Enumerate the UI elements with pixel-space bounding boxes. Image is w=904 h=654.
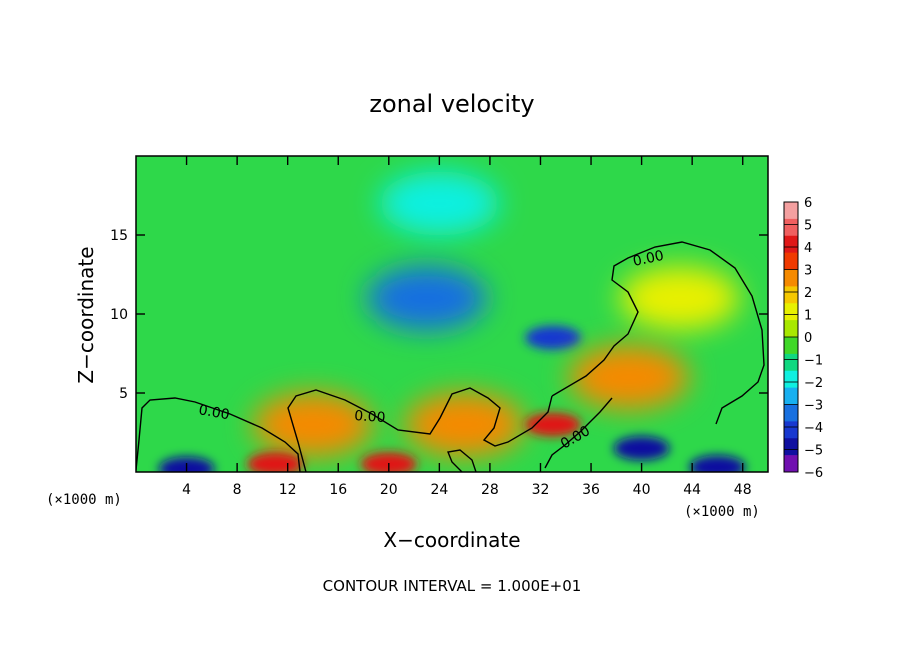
velocity-feature (366, 266, 487, 331)
x-tick-label: 24 (430, 482, 448, 498)
colorbar-tick-label: 4 (804, 241, 812, 256)
colorbar: 6 5 4 3 2 1 0 −1 −2 −3 −4 −5 −6 (783, 196, 823, 481)
x-unit-right: (×1000 m) (684, 504, 760, 520)
colorbar-swatch (784, 455, 798, 473)
colorbar-swatch (784, 269, 798, 287)
plot-area: 0.00 0.00 0.00 0.00 (136, 156, 768, 472)
colorbar-swatch (784, 421, 798, 439)
contour-label: 0.00 (354, 408, 386, 426)
x-tick-label: 36 (582, 482, 600, 498)
x-axis: 4 8 12 16 20 24 28 32 36 40 44 48 (182, 156, 752, 498)
colorbar-swatch (784, 353, 798, 372)
contour-line-middle (287, 387, 553, 472)
colorbar-swatch (784, 337, 798, 355)
colorbar-swatch (784, 320, 798, 338)
contour-line-right (551, 241, 765, 425)
x-tick-label: 40 (633, 482, 651, 498)
y-axis-title: Z−coordinate (74, 246, 98, 383)
x-tick-label: 32 (532, 482, 550, 498)
velocity-feature (613, 436, 670, 461)
contour-label: 0.00 (632, 248, 666, 270)
velocity-feature (379, 171, 500, 236)
x-tick-label: 8 (233, 482, 242, 498)
velocity-feature (252, 392, 373, 457)
contour-line-bottom-left (447, 449, 477, 472)
colorbar-swatch (784, 202, 798, 220)
x-tick-label: 4 (182, 482, 191, 498)
velocity-feature (619, 266, 740, 331)
colorbar-tick-label: −1 (804, 354, 823, 369)
x-tick-label: 28 (481, 482, 499, 498)
colorbar-tick-label: 6 (804, 196, 812, 211)
colorbar-swatch (784, 404, 798, 422)
colorbar-tick-label: 3 (804, 264, 812, 279)
x-tick-label: 48 (734, 482, 752, 498)
colorbar-tick-label: −3 (804, 399, 823, 414)
chart-title: zonal velocity (369, 90, 534, 118)
contour-line-left (136, 397, 301, 472)
velocity-feature (525, 325, 582, 350)
colorbar-swatch (784, 286, 798, 304)
colorbar-swatch (784, 438, 798, 456)
contour-interval-note: CONTOUR INTERVAL = 1.000E+01 (323, 577, 582, 595)
colorbar-tick-label: −4 (804, 421, 823, 436)
y-tick-label: 5 (119, 386, 128, 402)
colorbar-tick-label: 5 (804, 219, 812, 234)
contour-lines (136, 241, 765, 472)
colorbar-tick-label: 1 (804, 309, 812, 324)
colorbar-tick-label: −6 (804, 466, 823, 481)
x-tick-label: 44 (683, 482, 701, 498)
x-tick-label: 16 (329, 482, 347, 498)
colorbar-swatch (784, 370, 798, 389)
colorbar-swatch (784, 303, 798, 321)
colorbar-swatch (784, 235, 798, 254)
y-axis: 5 10 15 (110, 228, 768, 402)
colorbar-tick-label: 2 (804, 286, 812, 301)
velocity-feature (525, 412, 582, 437)
contour-label: 0.00 (197, 402, 230, 423)
velocity-feature (404, 392, 525, 457)
velocity-feature (568, 345, 689, 410)
colorbar-tick-label: −5 (804, 444, 823, 459)
y-tick-label: 15 (110, 228, 128, 244)
y-tick-label: 10 (110, 307, 128, 323)
colorbar-swatch (784, 387, 798, 405)
contour-line-lower-right (544, 397, 613, 469)
x-unit-left: (×1000 m) (46, 492, 122, 508)
colorbar-tick-label: 0 (804, 331, 812, 346)
x-tick-label: 12 (279, 482, 297, 498)
colorbar-tick-label: −2 (804, 376, 823, 391)
colorbar-swatch (784, 252, 798, 270)
velocity-feature (360, 452, 417, 472)
x-axis-title: X−coordinate (383, 528, 520, 552)
colorbar-swatch (784, 218, 798, 237)
velocity-feature (247, 452, 304, 472)
velocity-feature (689, 455, 746, 472)
x-tick-label: 20 (380, 482, 398, 498)
